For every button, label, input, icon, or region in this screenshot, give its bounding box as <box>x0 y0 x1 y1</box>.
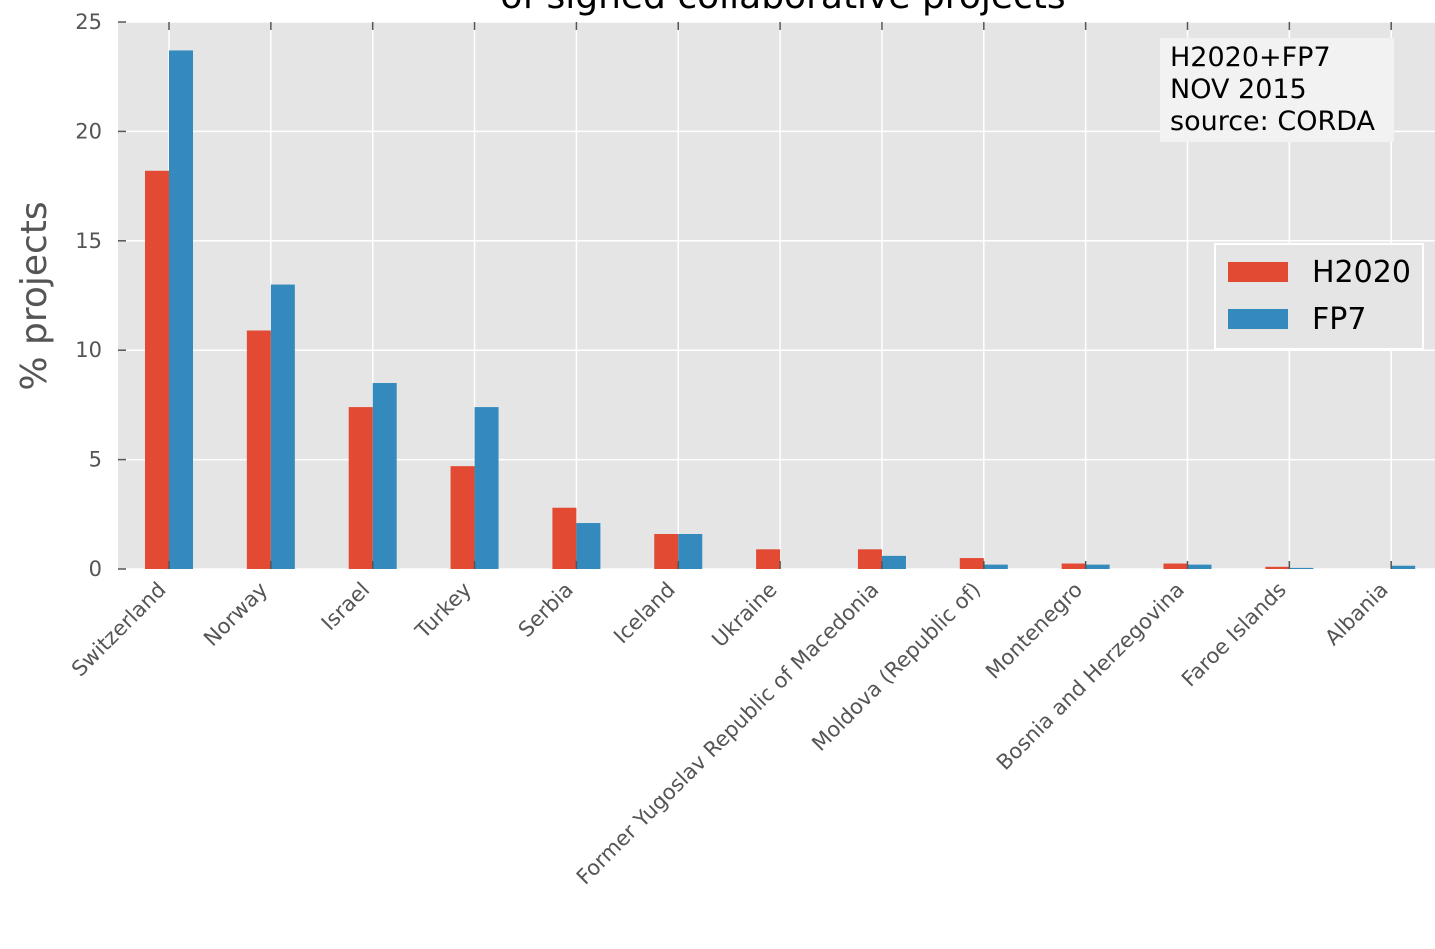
annotation-line-3: source: CORDA <box>1170 106 1376 137</box>
annotation-background <box>1160 38 1394 142</box>
bar-fp7-iceland <box>678 533 703 569</box>
chart-title: of signed collaborative projects <box>500 0 1065 17</box>
bar-h2020-iceland <box>654 533 679 569</box>
bar-fp7-moldova-republic-of- <box>983 564 1008 569</box>
bar-fp7-former-yugoslav-republic-of-macedonia <box>881 555 906 569</box>
x-tick-label: Switzerland <box>67 578 171 682</box>
y-tick-label: 25 <box>75 10 102 34</box>
bar-fp7-albania <box>1391 565 1416 569</box>
bar-fp7-israel <box>372 383 397 569</box>
bar-fp7-switzerland <box>169 50 193 570</box>
bar-fp7-serbia <box>576 523 601 569</box>
y-axis-label: % projects <box>14 201 55 390</box>
bar-h2020-moldova-republic-of- <box>959 558 984 569</box>
bar-fp7-faroe-islands <box>1289 567 1314 569</box>
x-tick-label: Ukraine <box>707 578 781 652</box>
x-tick-label: Norway <box>199 578 272 651</box>
bar-fp7-montenegro <box>1085 564 1110 569</box>
x-tick-label: Serbia <box>514 578 578 642</box>
annotation-line-1: H2020+FP7 <box>1170 42 1331 73</box>
legend-swatch-h2020 <box>1228 262 1288 282</box>
bar-h2020-norway <box>246 330 271 569</box>
y-tick-label: 5 <box>89 448 102 472</box>
annotation-box: H2020+FP7 NOV 2015 source: CORDA <box>1160 38 1394 142</box>
x-tick-label: Montenegro <box>981 578 1087 684</box>
bar-h2020-switzerland <box>145 170 169 569</box>
x-tick-label: Albania <box>1320 578 1392 650</box>
x-tick-labels: Switzerland Norway Israel Turkey Serbia Icela… <box>67 578 1393 890</box>
bar-h2020-turkey <box>450 466 475 569</box>
x-tick-label: Iceland <box>609 578 680 649</box>
bar-fp7-norway <box>270 284 295 569</box>
bars <box>145 50 1416 570</box>
bar-h2020-faroe-islands <box>1265 566 1290 569</box>
x-tick-label: Israel <box>317 578 375 636</box>
legend-swatch-fp7 <box>1228 309 1288 329</box>
axis-ticks <box>118 21 1392 570</box>
bar-h2020-ukraine <box>756 549 781 569</box>
bar-h2020-montenegro <box>1061 563 1086 569</box>
annotation-line-2: NOV 2015 <box>1170 74 1307 105</box>
y-tick-labels: 0 5 10 15 20 25 <box>75 10 102 581</box>
bar-h2020-bosnia-and-herzegovina <box>1163 563 1188 569</box>
bar-fp7-bosnia-and-herzegovina <box>1187 564 1212 569</box>
legend-label-fp7: FP7 <box>1312 302 1366 337</box>
bar-h2020-former-yugoslav-republic-of-macedonia <box>857 549 882 569</box>
y-tick-label: 10 <box>75 338 102 362</box>
x-tick-label: Moldova (Republic of) <box>807 578 985 756</box>
y-tick-label: 20 <box>75 119 102 143</box>
y-tick-label: 0 <box>89 557 102 581</box>
x-tick-label: Faroe Islands <box>1177 578 1291 692</box>
legend: H2020 FP7 <box>1214 243 1424 350</box>
bar-h2020-serbia <box>552 507 577 569</box>
x-tick-label: Bosnia and Herzegovina <box>992 578 1189 775</box>
grid-lines <box>118 21 1435 570</box>
legend-frame <box>1214 243 1424 350</box>
y-tick-label: 15 <box>75 229 102 253</box>
x-tick-label: Turkey <box>410 578 476 644</box>
bar-fp7-turkey <box>474 407 499 569</box>
bar-h2020-israel <box>348 407 373 569</box>
legend-label-h2020: H2020 <box>1312 255 1411 290</box>
